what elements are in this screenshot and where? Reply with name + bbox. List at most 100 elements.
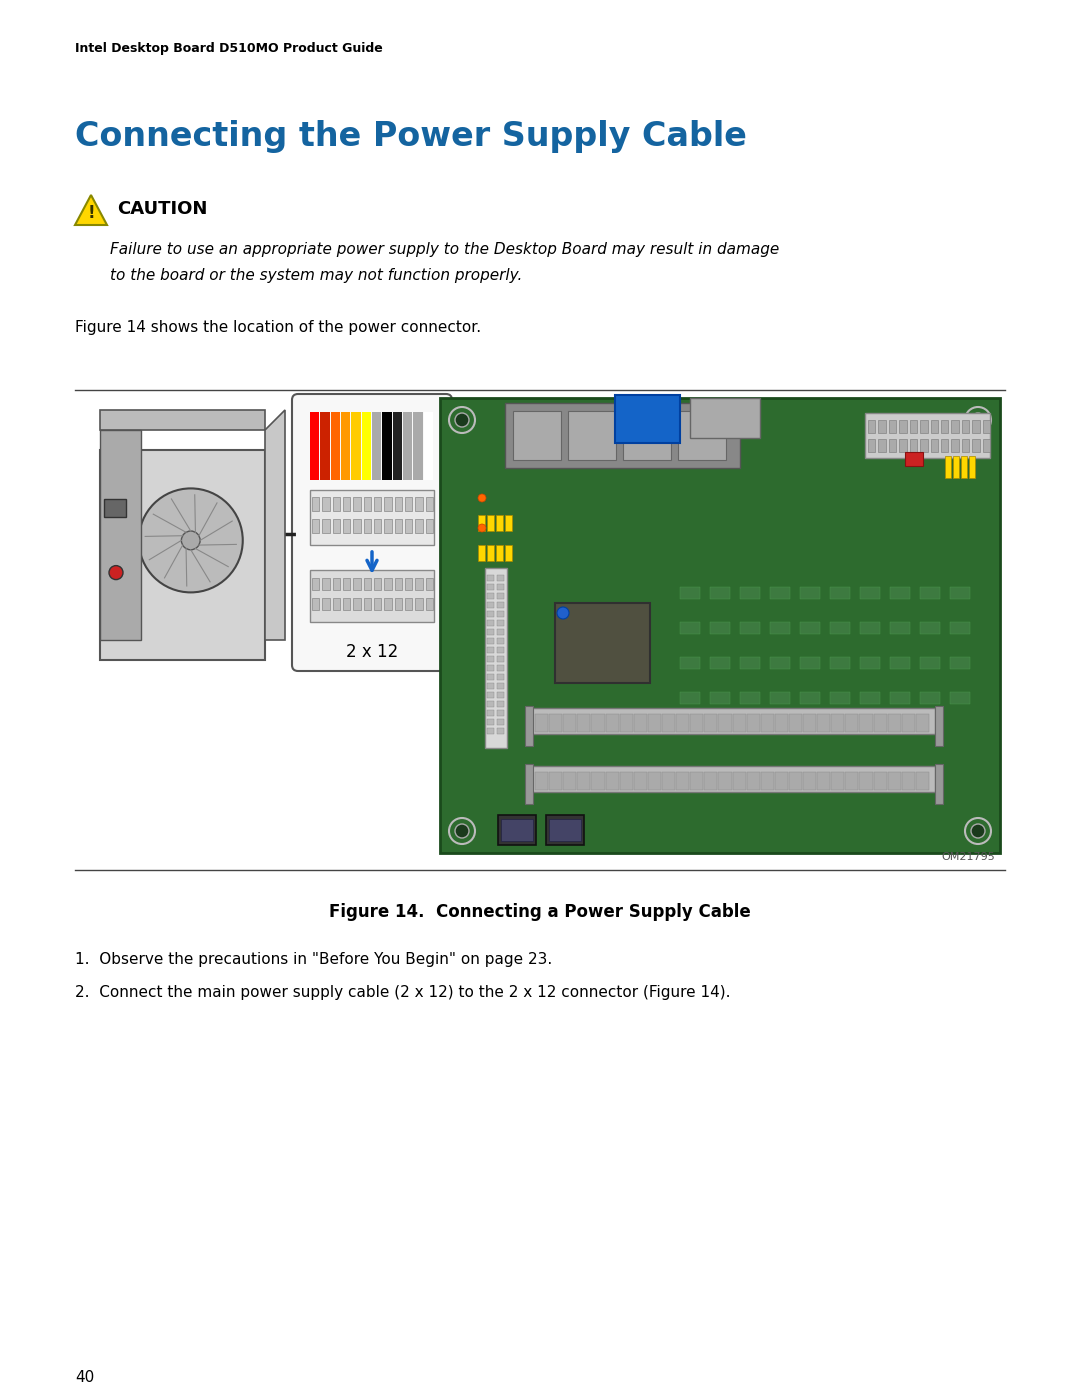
Text: to the board or the system may not function properly.: to the board or the system may not funct…	[110, 268, 523, 284]
Bar	[478, 515, 485, 531]
Bar	[953, 455, 959, 478]
Bar	[662, 773, 675, 789]
Bar	[889, 439, 896, 453]
Bar	[732, 773, 745, 789]
Bar	[746, 714, 759, 732]
Bar	[860, 773, 873, 789]
Bar	[478, 545, 485, 562]
Bar	[951, 439, 959, 453]
Bar	[497, 683, 504, 689]
Circle shape	[971, 414, 985, 427]
Bar	[322, 497, 329, 511]
Bar	[416, 578, 422, 590]
Bar	[487, 719, 494, 725]
Bar	[362, 412, 372, 481]
FancyBboxPatch shape	[680, 692, 700, 704]
Bar	[804, 773, 816, 789]
Bar	[384, 578, 392, 590]
FancyBboxPatch shape	[615, 395, 680, 443]
FancyBboxPatch shape	[100, 450, 265, 659]
Bar	[676, 773, 689, 789]
Bar	[945, 455, 951, 478]
Bar	[485, 569, 507, 747]
FancyBboxPatch shape	[770, 587, 789, 599]
Text: Intel Desktop Board D510MO Product Guide: Intel Desktop Board D510MO Product Guide	[75, 42, 382, 54]
Bar	[634, 773, 647, 789]
Bar	[846, 773, 859, 789]
Bar	[364, 598, 372, 610]
Circle shape	[557, 608, 569, 619]
FancyBboxPatch shape	[513, 411, 561, 460]
Bar	[690, 773, 703, 789]
Bar	[549, 819, 581, 841]
Bar	[909, 439, 917, 453]
Bar	[497, 665, 504, 671]
Bar	[487, 657, 494, 662]
Bar	[353, 497, 361, 511]
Circle shape	[181, 531, 200, 550]
Bar	[505, 515, 512, 531]
Bar	[394, 497, 402, 511]
FancyBboxPatch shape	[770, 622, 789, 634]
Bar	[487, 683, 494, 689]
Bar	[382, 412, 392, 481]
Bar	[374, 598, 381, 610]
Bar	[487, 638, 494, 644]
Bar	[931, 439, 937, 453]
Circle shape	[455, 414, 469, 427]
FancyBboxPatch shape	[710, 622, 730, 634]
Bar	[426, 598, 433, 610]
Bar	[535, 773, 549, 789]
Bar	[931, 420, 937, 433]
Bar	[487, 665, 494, 671]
Circle shape	[971, 824, 985, 838]
Bar	[718, 714, 731, 732]
Bar	[353, 598, 361, 610]
Bar	[497, 620, 504, 626]
Bar	[310, 570, 434, 622]
Bar	[760, 773, 774, 789]
Polygon shape	[75, 196, 107, 225]
Bar	[322, 598, 329, 610]
Bar	[487, 610, 494, 617]
Bar	[935, 705, 943, 746]
FancyBboxPatch shape	[950, 587, 970, 599]
Bar	[972, 439, 980, 453]
Bar	[889, 420, 896, 433]
Bar	[704, 714, 717, 732]
Bar	[941, 420, 948, 433]
Bar	[832, 714, 845, 732]
Bar	[497, 629, 504, 636]
FancyBboxPatch shape	[950, 622, 970, 634]
FancyBboxPatch shape	[890, 587, 910, 599]
Bar	[972, 420, 980, 433]
Bar	[487, 629, 494, 636]
Bar	[414, 412, 422, 481]
FancyBboxPatch shape	[740, 692, 760, 704]
Bar	[497, 610, 504, 617]
Bar	[900, 439, 907, 453]
Bar	[555, 604, 650, 683]
FancyBboxPatch shape	[890, 622, 910, 634]
Bar	[497, 701, 504, 707]
Bar	[100, 430, 140, 640]
Bar	[374, 497, 381, 511]
Circle shape	[966, 819, 991, 844]
FancyBboxPatch shape	[498, 814, 536, 845]
Bar	[620, 773, 633, 789]
Bar	[549, 714, 563, 732]
Text: 1.  Observe the precautions in "Before You Begin" on page 23.: 1. Observe the precautions in "Before Yo…	[75, 951, 552, 967]
Bar	[920, 420, 928, 433]
FancyBboxPatch shape	[710, 657, 730, 669]
Bar	[496, 545, 503, 562]
Bar	[983, 439, 990, 453]
Bar	[403, 412, 413, 481]
Bar	[676, 714, 689, 732]
FancyBboxPatch shape	[831, 587, 850, 599]
Bar	[405, 578, 413, 590]
Bar	[888, 773, 901, 789]
Bar	[372, 412, 381, 481]
FancyBboxPatch shape	[623, 411, 671, 460]
FancyBboxPatch shape	[890, 692, 910, 704]
Bar	[525, 705, 534, 746]
